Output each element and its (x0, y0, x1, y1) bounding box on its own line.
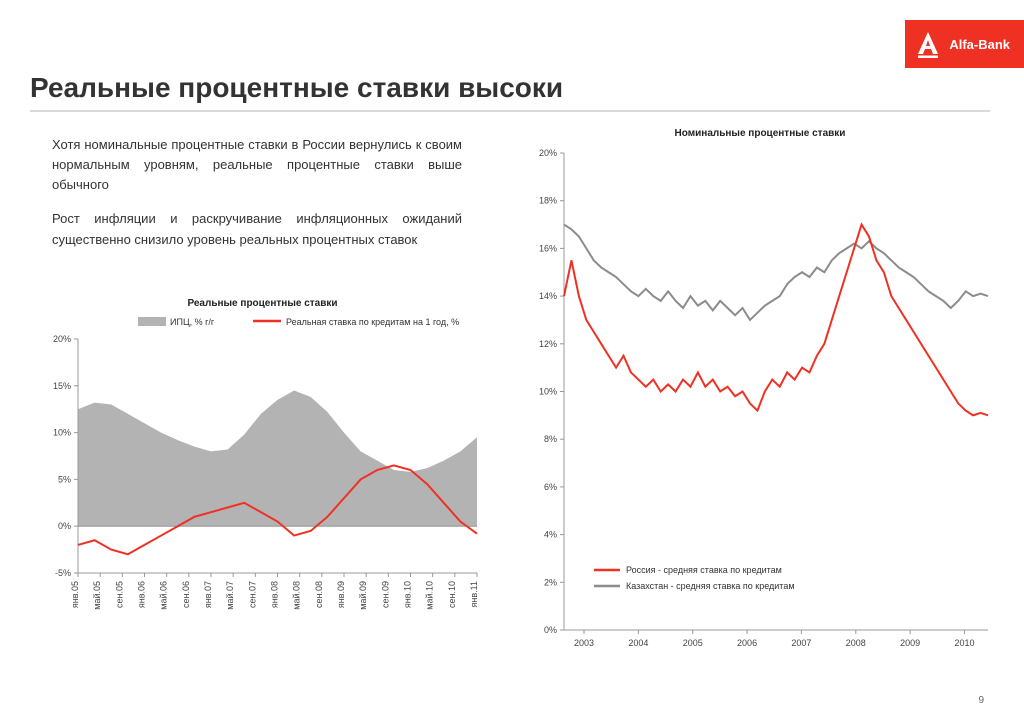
paragraph-2: Рост инфляции и раскручивание инфляционн… (52, 209, 462, 249)
svg-text:май.05: май.05 (92, 581, 102, 610)
svg-text:2003: 2003 (574, 638, 594, 648)
svg-text:май.10: май.10 (425, 581, 435, 610)
svg-text:янв.10: янв.10 (403, 581, 413, 608)
svg-text:2%: 2% (544, 577, 557, 587)
svg-text:-5%: -5% (55, 568, 71, 578)
svg-text:янв.05: янв.05 (70, 581, 80, 608)
svg-text:20%: 20% (539, 148, 557, 158)
svg-text:янв.11: янв.11 (469, 581, 479, 607)
chart-real-rates: Реальные процентные ставки ИПЦ, % г/г Реа… (40, 298, 485, 643)
paragraph-1: Хотя номинальные процентные ставки в Рос… (52, 135, 462, 195)
chart-left-title: Реальные процентные ставки (40, 298, 485, 309)
svg-text:Казахстан - средняя ставка по: Казахстан - средняя ставка по кредитам (626, 581, 795, 591)
chart-left-svg: ИПЦ, % г/г Реальная ставка по кредитам на… (40, 313, 485, 643)
svg-text:янв.09: янв.09 (336, 581, 346, 608)
chart-right-title: Номинальные процентные ставки (520, 128, 1000, 139)
logo-a-icon (915, 30, 941, 58)
svg-text:сен.10: сен.10 (447, 581, 457, 608)
chart-nominal-rates: Номинальные процентные ставки 0% 2% 4% 6% 8%… (520, 128, 1000, 658)
svg-text:10%: 10% (539, 387, 557, 397)
svg-text:сен.08: сен.08 (314, 581, 324, 608)
svg-text:4%: 4% (544, 530, 557, 540)
svg-text:14%: 14% (539, 291, 557, 301)
svg-text:15%: 15% (53, 381, 71, 391)
svg-text:2010: 2010 (954, 638, 974, 648)
page-number: 9 (978, 695, 984, 706)
svg-text:сен.07: сен.07 (247, 581, 257, 608)
svg-text:сен.05: сен.05 (114, 581, 124, 608)
title-divider (30, 110, 990, 112)
svg-text:5%: 5% (58, 474, 71, 484)
svg-text:8%: 8% (544, 434, 557, 444)
svg-text:янв.07: янв.07 (203, 581, 213, 608)
svg-text:сен.06: сен.06 (181, 581, 191, 608)
body-text: Хотя номинальные процентные ставки в Рос… (52, 135, 462, 264)
svg-text:2005: 2005 (683, 638, 703, 648)
svg-text:янв.06: янв.06 (137, 581, 147, 608)
svg-text:2009: 2009 (900, 638, 920, 648)
svg-text:май.07: май.07 (225, 581, 235, 610)
svg-text:0%: 0% (58, 521, 71, 531)
page-title: Реальные процентные ставки высоки (30, 72, 563, 104)
svg-text:май.06: май.06 (159, 581, 169, 610)
chart-right-svg: 0% 2% 4% 6% 8% 10% 12% 14% 16% 18% 20% 2003 2004 2005… (520, 143, 1000, 658)
brand-name: Alfa-Bank (949, 37, 1010, 52)
svg-text:2004: 2004 (628, 638, 648, 648)
svg-text:2008: 2008 (846, 638, 866, 648)
svg-text:янв.08: янв.08 (270, 581, 280, 608)
svg-text:2007: 2007 (791, 638, 811, 648)
svg-text:12%: 12% (539, 339, 557, 349)
svg-text:ИПЦ, % г/г: ИПЦ, % г/г (170, 317, 215, 327)
svg-text:2006: 2006 (737, 638, 757, 648)
svg-text:6%: 6% (544, 482, 557, 492)
svg-text:10%: 10% (53, 428, 71, 438)
brand-logo: Alfa-Bank (905, 20, 1024, 68)
svg-text:Россия - средняя ставка по кре: Россия - средняя ставка по кредитам (626, 565, 782, 575)
svg-text:май.08: май.08 (292, 581, 302, 610)
svg-text:20%: 20% (53, 334, 71, 344)
svg-text:0%: 0% (544, 625, 557, 635)
svg-text:Реальная ставка по кредитам на: Реальная ставка по кредитам на 1 год, % (286, 317, 459, 327)
svg-text:май.09: май.09 (358, 581, 368, 610)
svg-text:18%: 18% (539, 196, 557, 206)
svg-text:16%: 16% (539, 243, 557, 253)
svg-text:сен.09: сен.09 (380, 581, 390, 608)
